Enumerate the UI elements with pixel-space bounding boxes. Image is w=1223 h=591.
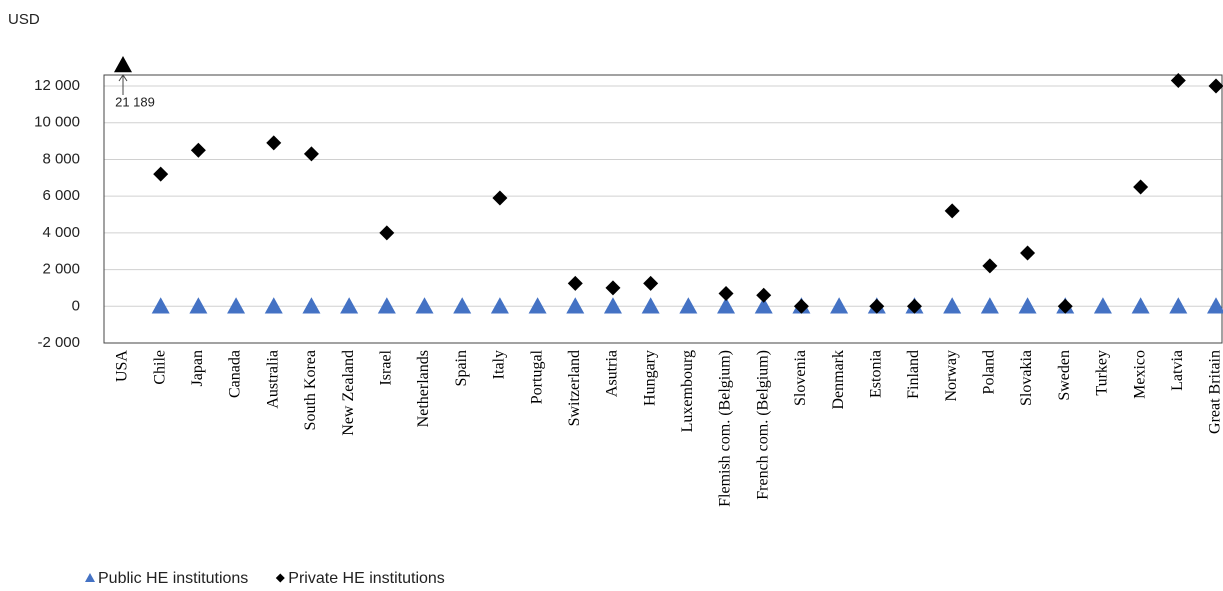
triangle-marker (754, 297, 773, 314)
x-tick-label: Asutria (604, 350, 621, 397)
triangle-marker (114, 56, 132, 73)
y-tick-label: -2 000 (37, 334, 80, 351)
legend-label: Private HE institutions (288, 570, 445, 587)
x-tick-label: Mexico (1131, 350, 1148, 399)
triangle-marker (302, 297, 321, 314)
x-tick-label: Great Britain (1207, 350, 1223, 434)
legend-label: Public HE institutions (98, 570, 248, 587)
triangle-marker (1207, 297, 1223, 314)
y-tick-label: 10 000 (34, 114, 80, 131)
legend-marker (85, 573, 95, 582)
x-tick-label: New Zealand (340, 350, 357, 436)
diamond-marker (190, 142, 206, 158)
y-tick-label: 6 000 (42, 187, 80, 204)
triangle-marker (1018, 297, 1037, 314)
triangle-marker (1169, 297, 1188, 314)
x-tick-label: Israel (377, 349, 394, 385)
diamond-marker (1170, 73, 1186, 89)
arrow-head (118, 74, 128, 82)
triangle-marker (528, 297, 547, 314)
triangle-marker (641, 297, 660, 314)
y-tick-label: 8 000 (42, 150, 80, 167)
x-tick-label: Latvia (1169, 350, 1186, 391)
diamond-marker (303, 146, 319, 162)
x-tick-label: Spain (453, 350, 470, 386)
x-tick-label: Norway (943, 350, 960, 402)
x-tick-label: Flemish com. (Belgium) (717, 350, 734, 507)
diamond-marker (793, 298, 809, 314)
x-tick-label: French com. (Belgium) (754, 350, 771, 500)
diamond-marker (718, 285, 734, 301)
diamond-marker (1208, 78, 1223, 94)
x-tick-label: Switzerland (566, 350, 583, 426)
triangle-marker (1131, 297, 1150, 314)
diamond-marker (1133, 179, 1149, 195)
x-tick-label: USA (114, 350, 131, 382)
triangle-marker (453, 297, 472, 314)
triangle-marker (980, 297, 999, 314)
triangle-marker (679, 297, 698, 314)
x-tick-label: Canada (227, 350, 244, 398)
triangle-marker (264, 297, 283, 314)
x-tick-label: Italy (491, 350, 508, 379)
triangle-marker (830, 297, 849, 314)
diamond-marker (567, 275, 583, 291)
x-tick-label: Portugal (528, 349, 545, 404)
diamond-marker (982, 258, 998, 274)
diamond-marker (379, 225, 395, 241)
x-tick-label: Estonia (867, 350, 884, 398)
triangle-marker (1093, 297, 1112, 314)
diamond-marker (153, 166, 169, 182)
diamond-marker (605, 280, 621, 296)
x-tick-label: Turkey (1094, 350, 1111, 396)
x-tick-label: Japan (189, 350, 206, 386)
data-label: 21 189 (115, 94, 155, 109)
diamond-marker (643, 275, 659, 291)
y-tick-label: 4 000 (42, 224, 80, 241)
triangle-marker (415, 297, 434, 314)
triangle-marker (603, 297, 622, 314)
diamond-marker (944, 203, 960, 219)
triangle-marker (227, 297, 246, 314)
triangle-marker (943, 297, 962, 314)
x-tick-label: Netherlands (415, 350, 432, 427)
triangle-marker (340, 297, 359, 314)
triangle-marker (490, 297, 509, 314)
x-tick-label: Australia (264, 350, 281, 409)
diamond-marker (869, 298, 885, 314)
diamond-marker (1057, 298, 1073, 314)
x-tick-label: Denmark (830, 350, 847, 410)
triangle-marker (377, 297, 396, 314)
diamond-marker (266, 135, 282, 151)
x-tick-label: Poland (981, 350, 998, 394)
triangle-marker (566, 297, 585, 314)
y-axis-title: USD (8, 11, 40, 28)
diamond-marker (756, 287, 772, 303)
diamond-marker (492, 190, 508, 206)
triangle-marker (717, 297, 736, 314)
x-tick-label: Chile (151, 350, 168, 385)
x-tick-label: Hungary (641, 350, 658, 406)
triangle-marker (189, 297, 208, 314)
y-tick-label: 12 000 (34, 77, 80, 94)
x-tick-label: Slovenia (792, 350, 809, 406)
x-tick-label: Luxembourg (679, 350, 696, 432)
x-tick-label: South Korea (302, 350, 319, 430)
triangle-marker (151, 297, 170, 314)
diamond-marker (1020, 245, 1036, 261)
x-tick-label: Finland (905, 350, 922, 399)
x-tick-label: Sweden (1056, 350, 1073, 401)
y-tick-label: 0 (72, 297, 80, 314)
legend-marker (275, 573, 285, 583)
x-tick-label: Slovakia (1018, 350, 1035, 406)
diamond-marker (906, 298, 922, 314)
y-tick-label: 2 000 (42, 261, 80, 278)
